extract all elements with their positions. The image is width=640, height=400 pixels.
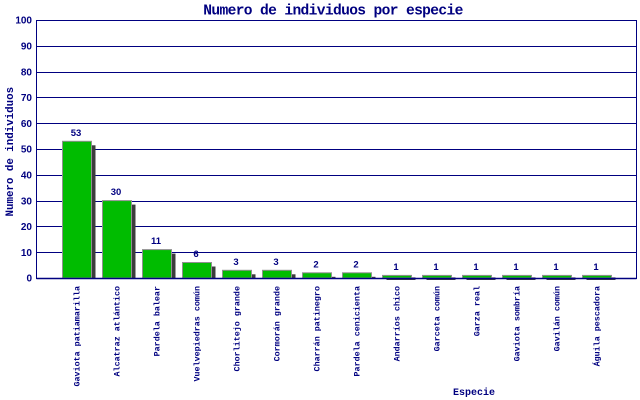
svg-text:40: 40 bbox=[21, 171, 33, 182]
svg-text:60: 60 bbox=[21, 119, 33, 130]
svg-text:1: 1 bbox=[593, 262, 599, 273]
svg-text:1: 1 bbox=[433, 262, 439, 273]
svg-text:1: 1 bbox=[393, 262, 399, 273]
svg-text:Vuelvepiedras común: Vuelvepiedras común bbox=[193, 286, 203, 382]
svg-text:1: 1 bbox=[513, 262, 519, 273]
svg-text:100: 100 bbox=[15, 16, 32, 27]
svg-text:Especie: Especie bbox=[453, 387, 495, 399]
svg-text:3: 3 bbox=[233, 257, 238, 268]
svg-text:53: 53 bbox=[71, 128, 82, 139]
svg-text:20: 20 bbox=[21, 222, 33, 233]
svg-text:6: 6 bbox=[193, 249, 198, 260]
svg-text:1: 1 bbox=[473, 262, 479, 273]
svg-text:1: 1 bbox=[553, 262, 559, 273]
svg-text:Andarríos chico: Andarríos chico bbox=[393, 286, 403, 361]
svg-text:30: 30 bbox=[21, 196, 33, 207]
svg-text:2: 2 bbox=[353, 259, 358, 270]
svg-text:Garza real: Garza real bbox=[473, 286, 483, 336]
svg-text:0: 0 bbox=[26, 274, 32, 285]
svg-text:Gaviota patiamarilla: Gaviota patiamarilla bbox=[73, 286, 83, 387]
svg-text:70: 70 bbox=[21, 93, 33, 104]
svg-text:Chorlitejo grande: Chorlitejo grande bbox=[233, 286, 243, 371]
svg-text:Gavilán común: Gavilán común bbox=[553, 286, 563, 351]
svg-text:10: 10 bbox=[21, 248, 33, 259]
svg-text:Numero de individuos por espec: Numero de individuos por especie bbox=[203, 4, 463, 20]
svg-text:80: 80 bbox=[21, 67, 33, 78]
svg-text:Pardela cenicienta: Pardela cenicienta bbox=[353, 286, 363, 376]
svg-text:90: 90 bbox=[21, 42, 33, 53]
svg-text:2: 2 bbox=[313, 259, 318, 270]
svg-text:Pardela balear: Pardela balear bbox=[153, 286, 163, 356]
svg-text:Cormorán grande: Cormorán grande bbox=[273, 286, 283, 361]
svg-text:Gaviota sombría: Gaviota sombría bbox=[513, 286, 523, 361]
svg-text:Garceta común: Garceta común bbox=[433, 286, 443, 351]
svg-text:Numero de individuos: Numero de individuos bbox=[5, 87, 17, 217]
svg-text:3: 3 bbox=[273, 257, 278, 268]
svg-text:Charrán patinegro: Charrán patinegro bbox=[313, 286, 323, 371]
svg-text:Águila pescadora: Águila pescadora bbox=[592, 286, 603, 366]
svg-text:Alcatraz atlántico: Alcatraz atlántico bbox=[113, 286, 123, 376]
svg-text:30: 30 bbox=[111, 187, 122, 198]
svg-text:50: 50 bbox=[21, 145, 33, 156]
svg-text:11: 11 bbox=[151, 236, 162, 247]
